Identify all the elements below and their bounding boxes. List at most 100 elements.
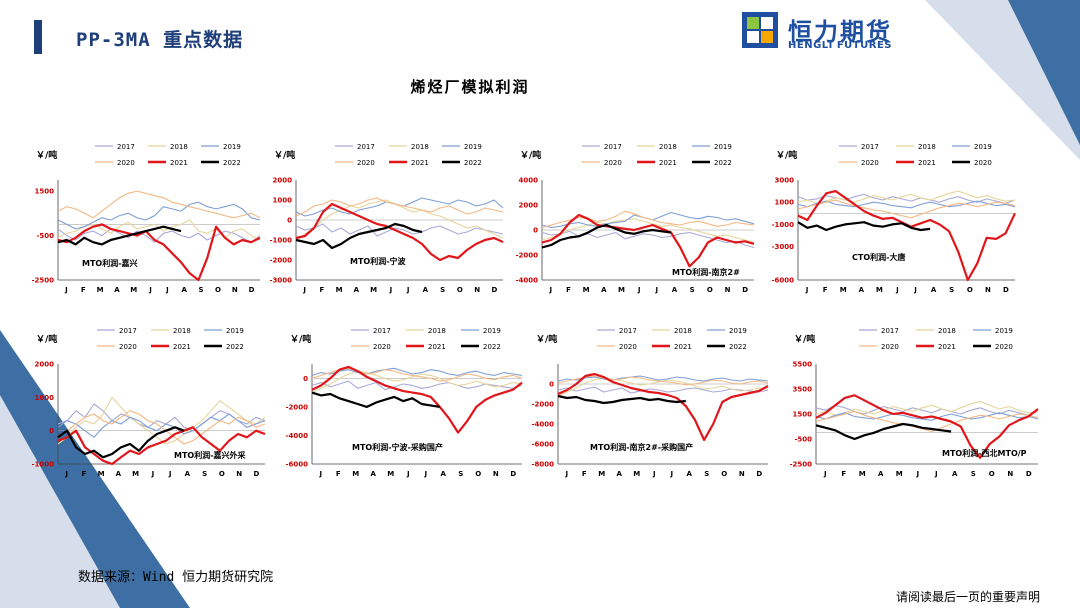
series-line-2021-4 <box>295 202 504 262</box>
legend-label-0: 2017 <box>619 327 637 335</box>
x-tick-label: M <box>859 470 866 478</box>
x-tick-label: O <box>721 470 727 478</box>
series-line-2022-5 <box>57 426 185 459</box>
x-tick-label: F <box>841 470 846 478</box>
x-tick-label: O <box>219 470 225 478</box>
x-tick-label: F <box>336 470 341 478</box>
legend-label-0: 2017 <box>604 143 622 151</box>
x-tick-label: J <box>549 286 553 294</box>
chart-annotation: MTO利润-南京2# <box>672 267 740 277</box>
legend-label-2: 2019 <box>974 143 992 151</box>
x-tick-label: A <box>952 470 958 478</box>
legend-label-1: 2018 <box>170 143 188 151</box>
x-tick-label: A <box>617 470 623 478</box>
y-tick-label: 1000 <box>35 394 55 402</box>
chart-svg-5: 2017 2018 2019 2020 2021 2022 ￥/吨 0 -2000 -4000 -6… <box>286 327 523 478</box>
x-tick-label: O <box>967 286 973 294</box>
x-tick-label: J <box>915 470 919 478</box>
x-tick-label: O <box>989 470 995 478</box>
x-tick-label: M <box>352 470 359 478</box>
y-tick-label: -1000 <box>32 461 55 469</box>
y-tick-label: 0 <box>287 217 292 225</box>
x-tick-label: N <box>474 286 480 294</box>
x-tick-label: N <box>493 470 499 478</box>
y-tick-label: -4000 <box>516 277 539 285</box>
y-tick-label: -1000 <box>270 237 293 245</box>
x-tick-label: O <box>457 286 463 294</box>
chart-svg-7: 2017 2018 2019 2020 2021 2020 ￥/吨 5500 3500 1500 -… <box>790 327 1039 478</box>
legend-label-1: 2018 <box>938 327 956 335</box>
x-tick-label: J <box>302 286 306 294</box>
logo-text-cn: 恒力期货 <box>788 18 892 46</box>
legend-label-1: 2018 <box>674 327 692 335</box>
series-line-2022-5 <box>557 394 686 405</box>
y-tick-label: 3500 <box>793 386 813 394</box>
series-line-2021-4 <box>815 394 1039 459</box>
legend-label-3: 2020 <box>373 343 391 351</box>
x-tick-label: J <box>423 470 427 478</box>
x-tick-label: A <box>182 286 188 294</box>
data-source: 数据来源：Wind 恒力期货研究院 <box>78 570 274 585</box>
legend-label-1: 2018 <box>918 143 936 151</box>
x-tick-label: A <box>114 286 120 294</box>
x-tick-label: J <box>168 470 172 478</box>
x-tick-label: S <box>704 470 709 478</box>
chart-mto-jiaxing-external: 2017 2018 2019 2020 2021 2022 ￥/吨 2000 1000 0 -100… <box>28 322 273 486</box>
series-line-2020-3 <box>541 210 755 229</box>
x-tick-label: A <box>354 286 360 294</box>
y-tick-label: -3000 <box>772 243 795 251</box>
series-line-2018-1 <box>57 396 266 445</box>
x-tick-label: J <box>655 286 659 294</box>
series-line-2017-0 <box>295 223 504 237</box>
x-tick-label: J <box>64 286 68 294</box>
legend-label-0: 2017 <box>373 327 391 335</box>
y-tick-label: 2000 <box>273 177 293 185</box>
legend-label-3: 2020 <box>119 343 137 351</box>
legend-label-4: 2021 <box>428 343 446 351</box>
chart-mto-ningbo-domestic: 2017 2018 2019 2020 2021 2022 ￥/吨 0 -2000 -4000 -6… <box>282 322 530 486</box>
legend-label-2: 2019 <box>714 143 732 151</box>
x-tick-label: N <box>739 470 745 478</box>
x-tick-label: F <box>81 286 86 294</box>
chart-annotation: MTO利润-西北MTO/P <box>942 448 1027 458</box>
x-tick-label: M <box>618 286 625 294</box>
unit-label: ￥/吨 <box>520 149 541 161</box>
x-tick-label: D <box>742 286 748 294</box>
logo: 恒力期货 HENGLI FUTURES <box>742 12 912 52</box>
series-line-2021-4 <box>57 223 261 282</box>
y-tick-label: 0 <box>549 381 554 389</box>
x-tick-label: M <box>633 470 640 478</box>
legend-label-0: 2017 <box>119 327 137 335</box>
x-tick-label: J <box>64 470 68 478</box>
y-tick-label: -3000 <box>270 277 293 285</box>
chart-annotation: MTO利润-宁波 <box>350 256 407 266</box>
x-tick-label: F <box>319 286 324 294</box>
logo-mark-icon <box>742 12 778 48</box>
x-tick-label: N <box>232 286 238 294</box>
y-tick-label: -2500 <box>790 461 813 469</box>
x-tick-label: N <box>1007 470 1013 478</box>
x-tick-label: J <box>895 286 899 294</box>
x-tick-label: J <box>934 470 938 478</box>
series-line-2020-3 <box>311 367 523 382</box>
y-tick-label: -1000 <box>772 221 795 229</box>
x-tick-label: J <box>406 470 410 478</box>
chart-svg-2: 2017 2018 2019 2020 2021 2022 ￥/吨 4000 2000 0 -200… <box>516 143 755 294</box>
series-line-2021-4 <box>797 189 1016 282</box>
chart-mto-ningbo: 2017 2018 2019 2020 2021 2022 ￥/吨 2000 1000 0 -100… <box>266 138 511 302</box>
series-line-2019-2 <box>57 413 266 438</box>
legend-label-1: 2018 <box>173 327 191 335</box>
legend-label-5: 2020 <box>995 343 1013 351</box>
x-tick-label: F <box>823 286 828 294</box>
series-line-2022-5 <box>295 222 423 250</box>
y-tick-label: 0 <box>49 427 54 435</box>
x-tick-label: M <box>370 286 377 294</box>
x-tick-label: A <box>116 470 122 478</box>
y-tick-label: 1500 <box>35 188 55 196</box>
y-tick-label: -2000 <box>270 257 293 265</box>
series-line-2020-3 <box>57 410 266 445</box>
x-tick-label: A <box>601 286 607 294</box>
x-tick-label: D <box>1003 286 1009 294</box>
chart-mto-jiaxing: 2017 2018 2019 2020 2021 2022 ￥/吨 1500 -500 -2500… <box>28 138 268 302</box>
